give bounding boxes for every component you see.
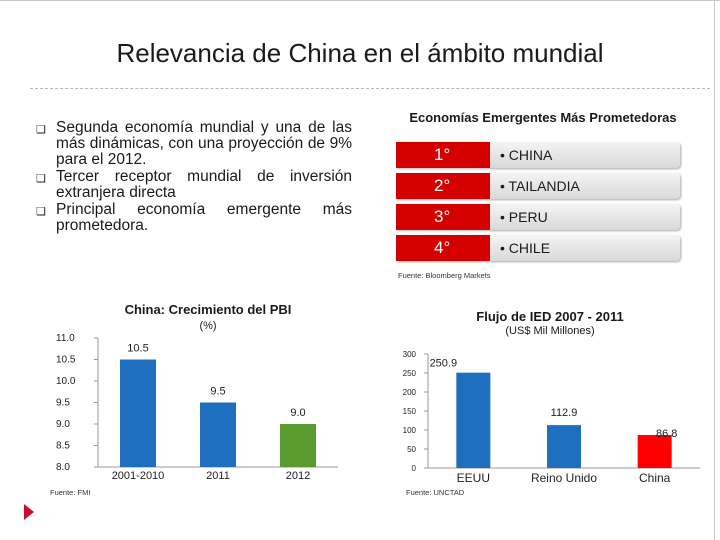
fdi-chart-subtitle: (US$ Mil Millones) xyxy=(505,325,595,337)
bullet-icon: ❑ xyxy=(36,173,46,185)
ranking-row: 4° • CHILE xyxy=(396,235,682,261)
rank-country: • PERU xyxy=(490,204,680,230)
y-tick-label: 300 xyxy=(403,350,417,359)
page-title: Relevancia de China en el ámbito mundial xyxy=(116,38,604,68)
fdi-bar-chart: 300 250 200 150 100 50 0 250.9 EEUU 112.9 Reino Un… xyxy=(403,350,700,485)
y-tick-label: 150 xyxy=(403,407,417,416)
fdi-chart-source: Fuente: UNCTAD xyxy=(406,488,465,497)
y-tick-label: 11.0 xyxy=(56,333,75,344)
category-label: 2011 xyxy=(206,470,230,482)
rank-country: • TAILANDIA xyxy=(490,173,680,199)
y-tick-label: 50 xyxy=(407,445,416,454)
rank-badge: 3° xyxy=(396,204,490,230)
y-tick-label: 8.0 xyxy=(56,462,70,473)
bullet-item: ❑ Principal economía emergente más promet… xyxy=(36,202,352,234)
gdp-chart-title: China: Crecimiento del PBI xyxy=(124,302,292,317)
y-tick-label: 8.5 xyxy=(56,441,70,452)
y-tick-label: 250 xyxy=(403,369,417,378)
y-tick-label: 100 xyxy=(403,426,417,435)
ranking-row: 2° • TAILANDIA xyxy=(396,173,682,199)
bar xyxy=(637,435,672,468)
gdp-chart-subtitle: (%) xyxy=(199,320,217,332)
bullet-text: Principal economía emergente más promete… xyxy=(56,201,352,234)
bullet-icon: ❑ xyxy=(36,206,46,218)
category-label: China xyxy=(639,471,671,485)
y-tick-label: 10.0 xyxy=(56,376,76,387)
gdp-bar-chart: 11.0 10.5 10.0 9.5 9.0 8.5 8.0 10.5 2001-2010 9.5… xyxy=(56,333,338,482)
bullet-text: Segunda economía mundial y una de las má… xyxy=(56,119,352,168)
frame-line-top xyxy=(0,0,720,1)
bar xyxy=(456,372,491,468)
bar xyxy=(200,402,236,467)
data-label: 112.9 xyxy=(551,407,578,419)
data-label: 86.8 xyxy=(656,428,677,440)
category-label: 2001-2010 xyxy=(112,470,165,482)
bar xyxy=(120,359,156,467)
title-divider xyxy=(30,88,710,89)
data-label: 250.9 xyxy=(430,358,458,370)
ranking-source: Fuente: Bloomberg Markets xyxy=(398,271,491,280)
rank-country: • CHINA xyxy=(490,142,680,168)
bar xyxy=(547,425,581,468)
data-label: 10.5 xyxy=(127,343,148,355)
y-tick-label: 200 xyxy=(403,388,417,397)
data-label: 9.5 xyxy=(210,386,225,398)
bullet-item: ❑ Segunda economía mundial y una de las m… xyxy=(36,120,352,168)
category-label: 2012 xyxy=(286,470,310,482)
frame-line-right xyxy=(714,0,715,540)
ranking-row: 3° • PERU xyxy=(396,204,682,230)
bullet-list: ❑ Segunda economía mundial y una de las m… xyxy=(36,120,352,235)
rank-badge: 4° xyxy=(396,235,490,261)
ranking-row: 1° • CHINA xyxy=(396,142,682,168)
data-label: 9.0 xyxy=(290,407,305,419)
bullet-icon: ❑ xyxy=(36,124,46,136)
category-label: EEUU xyxy=(457,471,490,485)
play-icon[interactable] xyxy=(24,504,34,520)
rank-badge: 2° xyxy=(396,173,490,199)
bullet-text: Tercer receptor mundial de inversión ext… xyxy=(56,168,352,201)
fdi-chart-title: Flujo de IED 2007 - 2011 xyxy=(476,309,624,324)
category-label: Reino Unido xyxy=(531,471,597,485)
rank-country: • CHILE xyxy=(490,235,680,261)
y-tick-label: 0 xyxy=(412,464,417,473)
y-tick-label: 9.0 xyxy=(56,419,70,430)
rank-badge: 1° xyxy=(396,142,490,168)
bullet-item: ❑ Tercer receptor mundial de inversión ex… xyxy=(36,169,352,201)
bar xyxy=(280,424,316,467)
gdp-chart-source: Fuente: FMI xyxy=(50,488,91,497)
y-tick-label: 9.5 xyxy=(56,398,70,409)
y-tick-label: 10.5 xyxy=(56,355,76,366)
emerging-economies-title: Economías Emergentes Más Prometedoras xyxy=(409,110,677,125)
